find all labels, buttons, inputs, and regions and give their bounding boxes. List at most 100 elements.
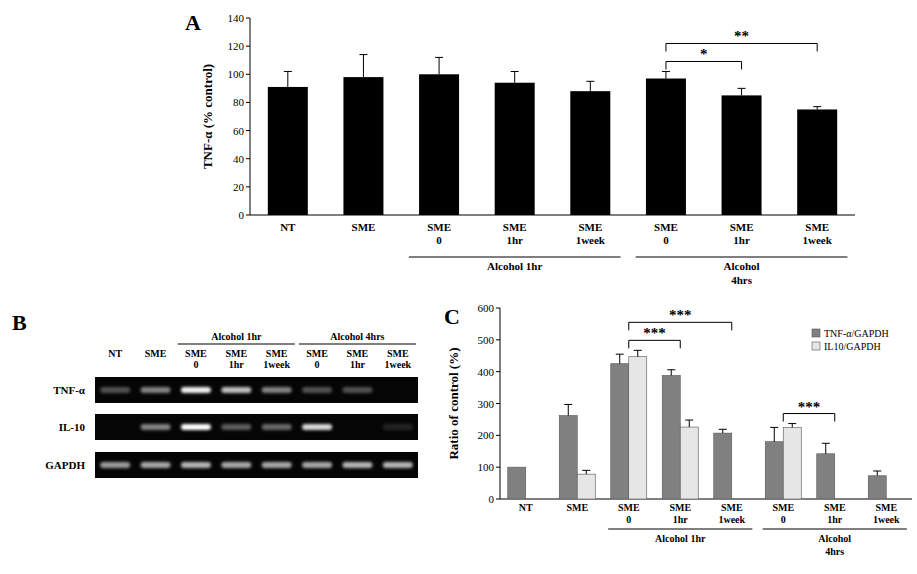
group-label: Alcohol 1hr: [211, 331, 262, 342]
x-tick-label-line: SME: [618, 502, 640, 513]
row-label-line: TNF-α: [53, 384, 86, 396]
group-label-line: Alcohol 1hr: [487, 260, 542, 272]
y-tick-label-line: 100: [478, 461, 495, 473]
band: [342, 424, 372, 430]
gel-strip: [95, 452, 418, 478]
x-tick-label: SME1week: [803, 221, 833, 246]
y-tick: [246, 46, 250, 47]
bar: [559, 416, 577, 499]
band: [221, 424, 251, 430]
panel-label-line: B: [12, 310, 27, 335]
y-tick: [246, 130, 250, 131]
legend-label-line: TNF-α/GAPDH: [824, 328, 889, 339]
band: [141, 424, 171, 430]
error-cap: [788, 423, 796, 424]
x-tick-label-line: 1week: [803, 234, 833, 246]
lane-label-line: SME: [225, 348, 247, 359]
row-label: TNF-α: [53, 384, 86, 396]
y-tick-label: 0: [489, 493, 495, 505]
group-label-line: Alcohol: [724, 260, 760, 272]
x-tick-label-line: SME: [578, 221, 602, 233]
band: [100, 462, 130, 468]
band: [141, 462, 171, 468]
y-axis-label: Ratio of control (%): [446, 347, 461, 459]
x-tick-label-line: SME: [654, 221, 678, 233]
bar: [817, 454, 835, 499]
y-tick-label: 60: [233, 125, 245, 137]
x-tick-label-line: SME: [875, 502, 897, 513]
x-tick-label-line: SME: [805, 221, 829, 233]
error-bar: [564, 404, 572, 415]
x-tick-label: SME1hr: [824, 502, 846, 525]
y-axis-label-line: TNF-α (% control): [200, 64, 215, 169]
error-bar: [634, 350, 642, 356]
error-bar: [616, 354, 624, 364]
band: [262, 387, 292, 393]
error-stem: [590, 81, 591, 91]
x-tick-label: NT: [519, 502, 533, 513]
x-tick-label: SME0: [618, 502, 640, 525]
band: [221, 387, 251, 393]
error-cap: [813, 106, 821, 107]
x-tick-label-line: 0: [436, 234, 442, 246]
error-bar: [873, 471, 881, 476]
error-stem: [363, 55, 364, 78]
x-tick-label: SME1hr: [730, 221, 754, 246]
y-tick: [246, 18, 250, 19]
error-stem: [568, 404, 569, 415]
error-cap: [582, 470, 590, 471]
x-tick-label: SME1hr: [503, 221, 527, 246]
y-tick-label: 140: [228, 12, 245, 24]
y-tick-label-line: 0: [239, 209, 245, 221]
panel-2: CRatio of control (%)0100200300400500600…: [444, 302, 912, 557]
error-bar: [685, 420, 693, 427]
error-stem: [722, 429, 723, 433]
group-line: [763, 529, 907, 530]
y-tick-label-line: 80: [233, 96, 245, 108]
group-label-line: 4hrs: [825, 546, 844, 557]
group-label: Alcohol 1hr: [487, 260, 542, 272]
y-tick: [496, 435, 500, 436]
lane-label-line: 1hr: [229, 359, 245, 370]
panel-label: B: [12, 310, 27, 335]
group-label-line: 4hrs: [731, 274, 753, 286]
significance-bracket: [666, 61, 742, 69]
error-bar: [813, 107, 821, 110]
y-tick: [496, 308, 500, 309]
group-label: Alcohol 1hr: [655, 533, 706, 544]
panel-label: C: [444, 304, 460, 329]
band: [342, 462, 372, 468]
error-bar: [770, 427, 778, 441]
row-label: GAPDH: [45, 459, 85, 471]
bar: [797, 109, 837, 215]
y-tick-label: 500: [478, 334, 495, 346]
band: [181, 387, 211, 393]
y-tick: [246, 158, 250, 159]
bar: [646, 79, 686, 215]
error-cap: [586, 81, 594, 82]
row-label-line: GAPDH: [45, 459, 85, 471]
x-tick-label-line: SME: [427, 221, 451, 233]
gel-strip: [95, 414, 418, 440]
error-cap: [873, 470, 881, 471]
group-line: [636, 257, 848, 258]
lane-label-line: SME: [266, 348, 288, 359]
y-tick-label-line: 120: [228, 40, 245, 52]
lane-label: NT: [108, 348, 122, 359]
x-tick-label: SME1week: [576, 221, 606, 246]
significance-label-line: ***: [669, 307, 692, 323]
lane-label-line: 0: [193, 359, 198, 370]
legend-swatch: [812, 329, 820, 337]
y-tick-label: 400: [478, 366, 495, 378]
gel-strip: [95, 377, 418, 403]
x-tick-label: NT: [280, 221, 296, 233]
lane-label-line: SME: [145, 348, 167, 359]
bar: [611, 364, 629, 499]
panel-label-line: A: [185, 10, 201, 35]
x-axis: [250, 215, 855, 216]
x-tick-label-line: 0: [781, 514, 786, 525]
error-bar: [719, 429, 727, 433]
x-tick-label-line: 0: [626, 514, 631, 525]
figure: ATNF-α (% control)020406080100120140NTSM…: [0, 0, 917, 574]
error-cap: [667, 369, 675, 370]
